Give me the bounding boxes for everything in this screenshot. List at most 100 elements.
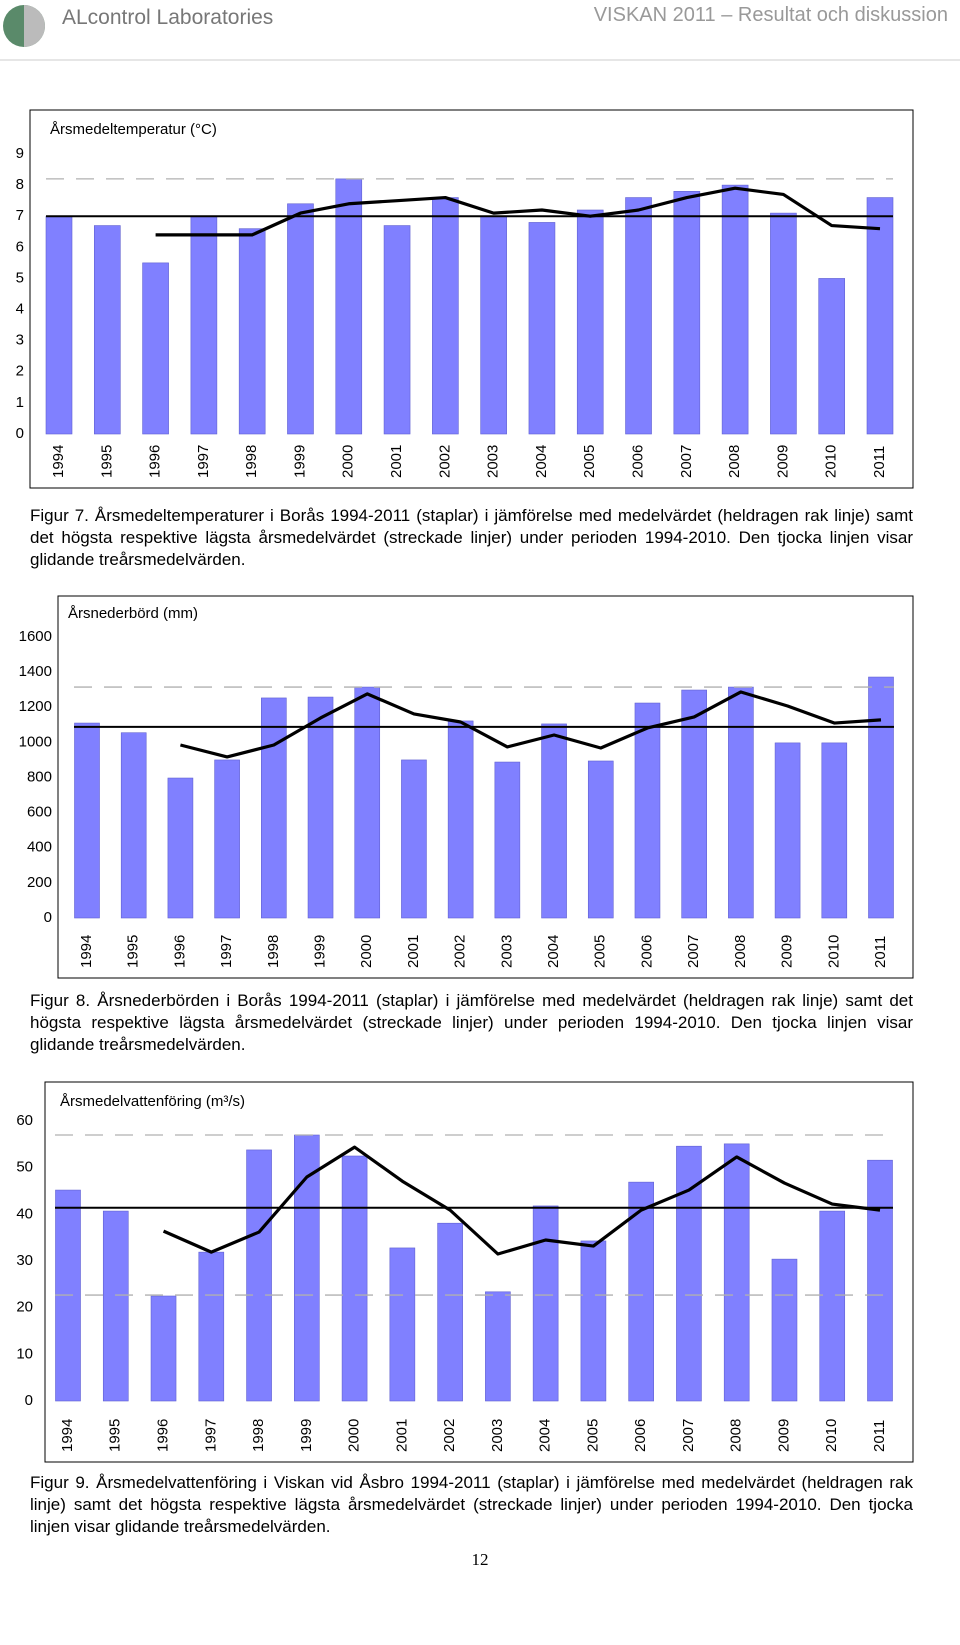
- y-tick-label: 1: [16, 394, 24, 411]
- bar: [74, 722, 100, 919]
- y-tick-label: 9: [16, 145, 24, 162]
- bar: [723, 1143, 750, 1402]
- x-tick-label: 2008: [728, 1419, 745, 1452]
- bar: [238, 228, 266, 435]
- bar: [673, 191, 701, 435]
- caption: Figur 9. Årsmedelvattenföring i Viskan v…: [30, 1472, 913, 1538]
- bar: [868, 676, 894, 919]
- bar: [494, 761, 521, 919]
- bar: [354, 686, 381, 919]
- bar: [728, 686, 754, 919]
- x-tick-label: 1994: [59, 1419, 76, 1452]
- x-tick-label: 1995: [125, 935, 142, 968]
- bar: [771, 1258, 798, 1402]
- bar: [341, 1155, 368, 1402]
- x-tick-label: 1997: [218, 935, 235, 968]
- x-tick-label: 1995: [98, 445, 115, 478]
- bar: [214, 759, 240, 919]
- x-tick-label: 2003: [485, 445, 502, 478]
- chart-title: Årsmedelvattenföring (m³/s): [60, 1093, 245, 1110]
- logo-half: [24, 5, 45, 47]
- x-tick-label: 2000: [346, 1419, 363, 1452]
- bar: [774, 742, 801, 919]
- bar: [389, 1247, 416, 1402]
- chart-title: Årsnederbörd (mm): [68, 605, 198, 622]
- y-tick-label: 0: [25, 1392, 33, 1409]
- moving-average-line: [155, 186, 881, 237]
- bar: [432, 197, 459, 435]
- x-tick-label: 2011: [871, 446, 888, 478]
- y-tick-label: 0: [44, 909, 52, 926]
- x-tick-label: 2001: [405, 935, 422, 968]
- x-tick-label: 2009: [775, 1419, 792, 1452]
- bar: [150, 1295, 177, 1402]
- bar: [587, 760, 614, 919]
- bar: [770, 212, 797, 435]
- header-title: VISKAN 2011 – Resultat och diskussion: [593, 4, 948, 26]
- x-tick-label: 2002: [441, 1419, 458, 1452]
- caption-text: Årsmedeltemperaturer i Borås 1994-2011 (…: [30, 506, 913, 569]
- chart-frame: [57, 595, 914, 979]
- y-tick-label: 6: [16, 238, 24, 255]
- x-tick-label: 2009: [779, 935, 796, 968]
- x-tick-label: 1996: [171, 935, 188, 968]
- moving-average-line: [162, 1145, 881, 1256]
- bar: [142, 262, 169, 435]
- y-tick-label: 200: [27, 874, 52, 891]
- x-tick-label: 2005: [581, 445, 598, 478]
- bar: [821, 742, 848, 919]
- x-tick-label: 2007: [680, 1419, 697, 1452]
- bar: [102, 1210, 129, 1402]
- x-tick-label: 2011: [871, 1420, 888, 1452]
- y-tick-label: 3: [16, 332, 24, 349]
- x-tick-label: 2006: [629, 445, 646, 478]
- x-tick-label: 1994: [50, 445, 67, 478]
- y-tick-label: 4: [16, 301, 24, 318]
- x-tick-label: 2008: [732, 935, 749, 968]
- y-tick-label: 40: [16, 1205, 33, 1222]
- bar: [681, 689, 707, 919]
- caption-text: Årsmedelvattenföring i Viskan vid Åsbro …: [30, 1473, 913, 1536]
- x-tick-label: 1995: [107, 1419, 124, 1452]
- x-tick-label: 2002: [436, 445, 453, 478]
- x-tick-label: 2010: [823, 1419, 840, 1452]
- x-tick-label: 1999: [311, 935, 328, 968]
- y-tick-label: 600: [27, 804, 52, 821]
- chart-frame: [29, 109, 914, 489]
- caption-text: Årsnederbörden i Borås 1994-2011 (stapla…: [30, 991, 913, 1054]
- bar: [576, 209, 604, 435]
- x-tick-label: 2010: [823, 445, 840, 478]
- y-tick-label: 1600: [19, 628, 52, 645]
- bar: [307, 696, 334, 919]
- x-tick-label: 2004: [545, 935, 562, 968]
- x-tick-label: 1999: [298, 1419, 315, 1452]
- page-number: 12: [471, 1550, 489, 1569]
- x-tick-label: 2001: [393, 1419, 410, 1452]
- bar: [541, 723, 567, 919]
- bar: [190, 215, 218, 435]
- chart-title: Årsmedeltemperatur (°C): [50, 121, 217, 138]
- x-tick-label: 1996: [147, 445, 164, 478]
- x-tick-label: 2010: [825, 935, 842, 968]
- y-tick-label: 5: [16, 269, 24, 286]
- y-tick-label: 1400: [19, 663, 52, 680]
- x-tick-label: 2000: [358, 935, 375, 968]
- logo-text: ALcontrol Laboratories: [62, 6, 274, 29]
- caption: Figur 7. Årsmedeltemperaturer i Borås 19…: [30, 505, 913, 571]
- y-tick-label: 8: [16, 176, 24, 193]
- x-tick-label: 1998: [243, 445, 260, 478]
- bar: [819, 1210, 846, 1402]
- bar: [867, 1159, 893, 1402]
- bar: [294, 1134, 320, 1402]
- x-tick-label: 1997: [202, 1419, 219, 1452]
- x-tick-label: 2006: [638, 935, 655, 968]
- bar: [480, 215, 507, 435]
- y-tick-label: 7: [16, 207, 24, 224]
- x-tick-label: 1997: [195, 445, 212, 478]
- x-tick-label: 1998: [250, 1419, 267, 1452]
- x-tick-label: 2004: [533, 445, 550, 478]
- bar: [437, 1222, 463, 1402]
- bar: [676, 1145, 702, 1402]
- x-tick-label: 2004: [537, 1419, 554, 1452]
